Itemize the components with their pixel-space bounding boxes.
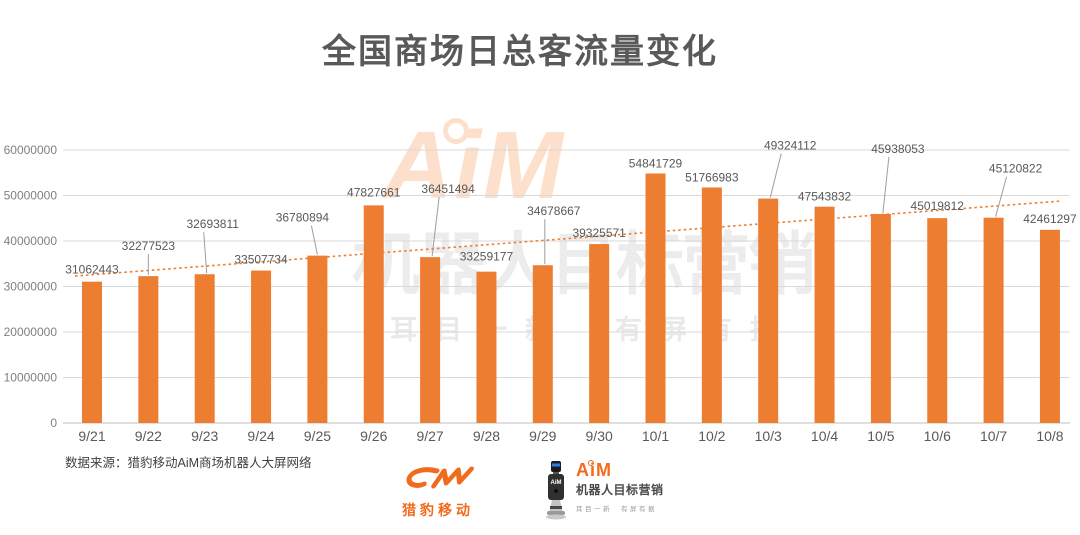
- bar-value-label: 39325571: [572, 226, 626, 240]
- data-source-note: 数据来源：猎豹移动AiM商场机器人大屏网络: [65, 456, 312, 470]
- aim-brand-text: AiM: [576, 460, 612, 480]
- bar-value-label: 47543832: [798, 190, 852, 204]
- bar-9/24: [251, 270, 272, 423]
- bar-value-label: 42461297: [1023, 212, 1077, 226]
- bar-value-label: 45019812: [911, 199, 965, 213]
- aim-logo: AiM AiM 机器人目标营销 耳目一新 有屏有据: [543, 460, 664, 521]
- y-axis-tick-label: 60000000: [4, 143, 58, 157]
- bar-value-label: 51766983: [685, 170, 739, 184]
- watermark-aim-text: AiM: [383, 112, 565, 219]
- cheetah-mobile-logo: 猎豹移动: [398, 466, 478, 520]
- aim-tagline: 机器人目标营销: [576, 482, 664, 497]
- cheetah-mobile-glyph-icon: [406, 466, 474, 489]
- bar-value-label: 49324112: [764, 139, 817, 153]
- y-axis-tick-label: 10000000: [4, 371, 58, 385]
- bar-value-label: 34678667: [527, 204, 581, 218]
- x-axis-tick-label: 10/6: [924, 428, 951, 444]
- label-leader-line: [769, 153, 782, 198]
- label-leader-line: [882, 156, 890, 214]
- bar-value-label: 32693811: [186, 217, 239, 231]
- aim-slogan: 耳目一新 有屏有据: [576, 505, 657, 513]
- x-axis-tick-label: 10/3: [755, 428, 782, 444]
- label-leader-line: [203, 232, 208, 274]
- bar-9/30: [589, 244, 610, 423]
- label-leader-line: [431, 197, 440, 257]
- bar-value-label: 32277523: [122, 239, 176, 253]
- y-axis-tick-label: 20000000: [4, 325, 58, 339]
- bar-10/1: [645, 173, 666, 423]
- y-axis-tick-label: 30000000: [4, 280, 58, 294]
- bar-value-label: 36780894: [276, 211, 330, 225]
- robot-mascot-icon: AiM: [546, 461, 566, 520]
- bar-9/29: [532, 265, 553, 423]
- bar-10/7: [983, 217, 1004, 423]
- bar-10/5: [870, 213, 891, 423]
- bar-9/25: [307, 255, 328, 423]
- x-axis-tick-label: 9/21: [78, 428, 105, 444]
- svg-text:AiM: AiM: [551, 480, 562, 486]
- bar-10/2: [701, 187, 722, 423]
- x-axis-tick-label: 9/22: [135, 428, 162, 444]
- bar-9/22: [138, 276, 159, 423]
- bar-9/28: [476, 271, 497, 423]
- x-axis-tick-label: 10/7: [980, 428, 1007, 444]
- x-axis-tick-label: 9/24: [247, 428, 274, 444]
- bar-value-label: 54841729: [629, 156, 683, 170]
- x-axis-tick-label: 9/29: [529, 428, 556, 444]
- x-axis-tick-label: 9/26: [360, 428, 387, 444]
- page-title: 全国商场日总客流量变化: [322, 33, 718, 71]
- bar-value-label: 47827661: [347, 185, 401, 199]
- bar-10/6: [927, 218, 948, 423]
- x-axis-tick-label: 9/25: [304, 428, 331, 444]
- bar-10/4: [814, 206, 835, 423]
- x-axis-tick-label: 9/28: [473, 428, 500, 444]
- x-axis-tick-label: 10/5: [867, 428, 894, 444]
- x-axis-tick-label: 10/2: [698, 428, 725, 444]
- aim-brand-ring-icon: [588, 460, 594, 466]
- bar-9/27: [420, 257, 441, 423]
- y-axis-tick-label: 40000000: [4, 234, 58, 248]
- bar-value-label: 31062443: [65, 263, 119, 277]
- bar-9/26: [363, 205, 384, 423]
- x-axis-tick-label: 9/30: [586, 428, 613, 444]
- x-axis-tick-label: 9/27: [416, 428, 443, 444]
- aim-brand-name: AiM: [576, 460, 664, 480]
- bar-value-label: 33259177: [460, 250, 514, 264]
- bar-9/23: [194, 274, 215, 423]
- x-axis-tick-label: 10/4: [811, 428, 838, 444]
- label-leader-line: [310, 225, 318, 255]
- x-axis-tick-label: 10/1: [642, 428, 669, 444]
- label-leader-line: [995, 176, 1008, 217]
- watermark-aim-brand: AiM: [383, 118, 565, 214]
- bar-value-label: 36451494: [421, 182, 475, 196]
- bar-9/21: [82, 281, 102, 423]
- bar-value-label: 45120822: [989, 162, 1043, 176]
- x-axis-tick-label: 9/23: [191, 428, 218, 444]
- y-axis-tick-label: 0: [50, 416, 57, 430]
- x-axis-tick-label: 10/8: [1036, 428, 1063, 444]
- watermark-aim-ring-icon: [443, 118, 469, 144]
- bar-10/3: [758, 198, 779, 423]
- bar-10/8: [1039, 229, 1060, 423]
- cheetah-mobile-name: 猎豹移动: [402, 502, 474, 518]
- bar-value-label: 45938053: [871, 142, 925, 156]
- bar-value-label: 33507734: [234, 253, 288, 267]
- y-axis-tick-label: 50000000: [4, 189, 58, 203]
